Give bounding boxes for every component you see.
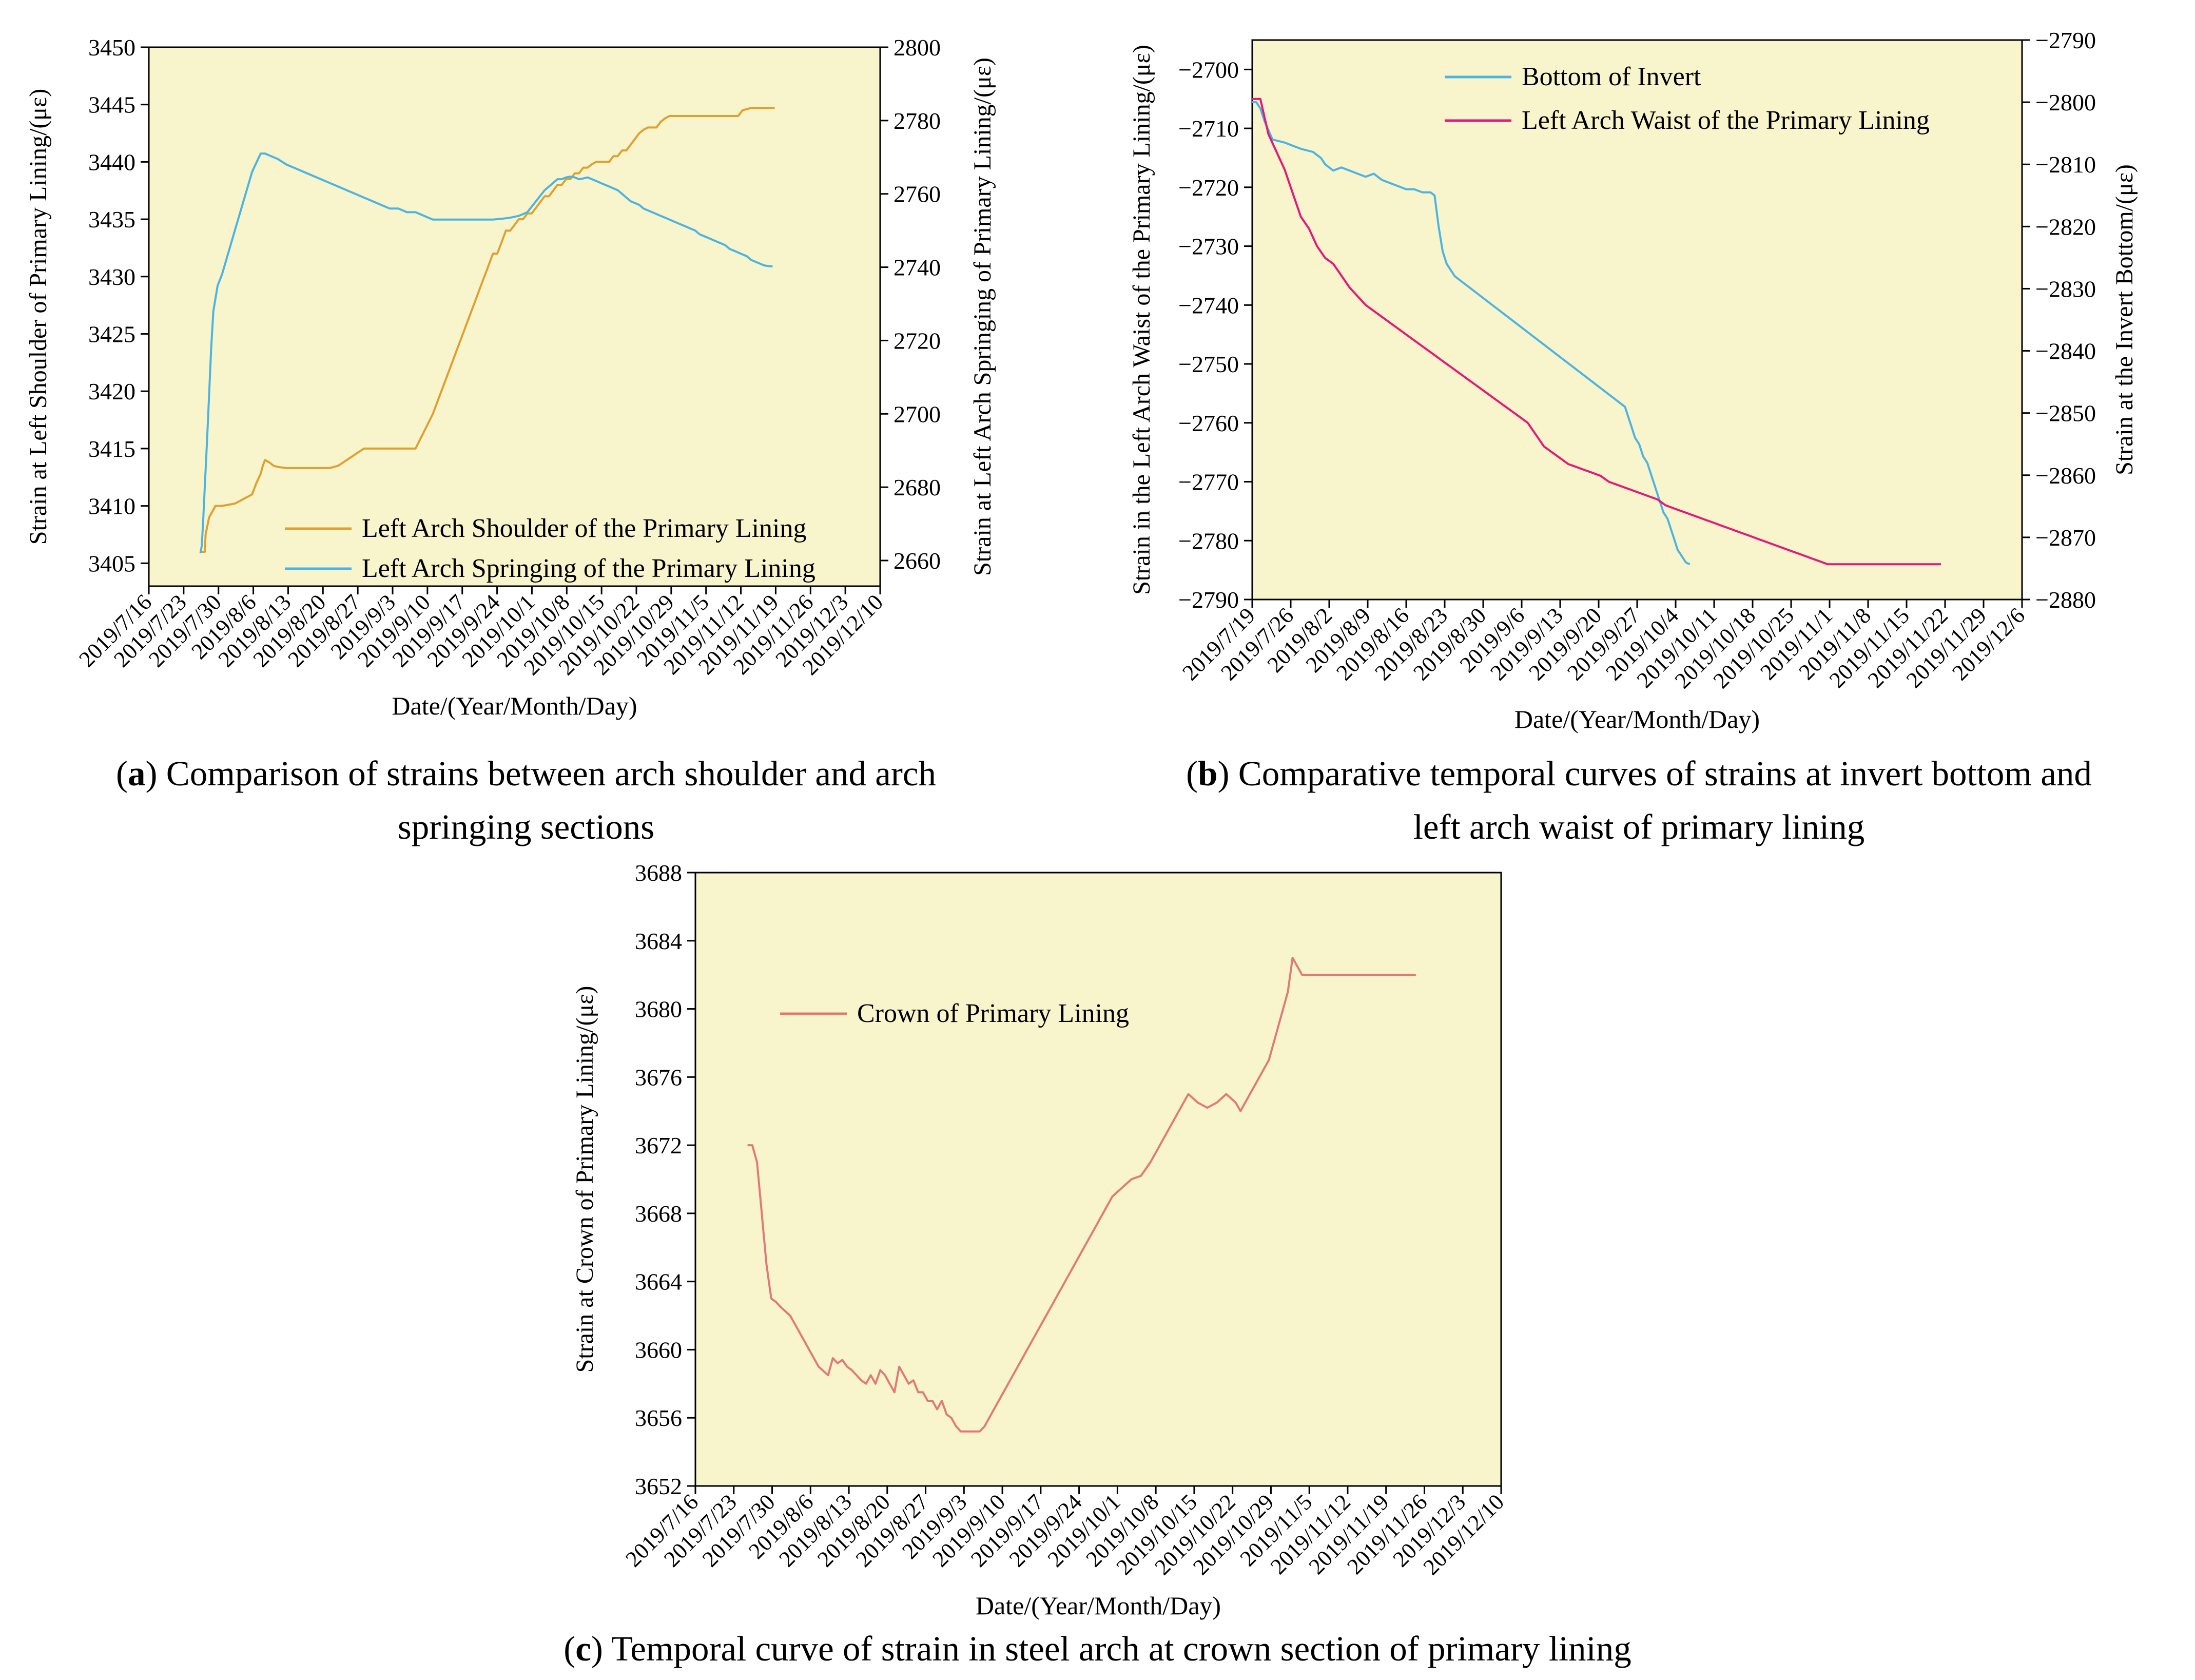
y-left-tick-label: 3425: [88, 321, 135, 347]
y-right-tick-label: 2780: [893, 108, 941, 134]
y-left-tick-label: −2770: [1178, 469, 1239, 495]
y-right-tick-label: −2830: [2035, 276, 2096, 302]
y-left-tick-label: 3445: [88, 92, 135, 118]
legend-label: Left Arch Waist of the Primary Lining: [1522, 106, 1930, 135]
y-left-tick-label: 3656: [635, 1405, 682, 1431]
y-left-tick-label: −2730: [1178, 234, 1239, 260]
x-axis-label: Date/(Year/Month/Day): [976, 1591, 1221, 1620]
y-right-tick-label: 2720: [893, 327, 941, 354]
y-right-tick-label: 2680: [893, 474, 941, 500]
y-left-tick-label: −2720: [1178, 175, 1239, 201]
plot-area: [1251, 39, 2023, 601]
y-left-axis-label: Strain at Left Shoulder of Primary Linin…: [25, 89, 52, 545]
caption-c: (c) Temporal curve of strain in steel ar…: [564, 1629, 1631, 1668]
chart-c: 3652 3656 3660 3664 3668 3672 3676 3680 3684 3688…: [571, 860, 1509, 1620]
y-right-tick-label: 2740: [893, 255, 941, 281]
y-left-tick-label: −2790: [1178, 587, 1239, 613]
y-left-tick-label: −2740: [1178, 292, 1239, 318]
y-right-tick-label: −2880: [2035, 587, 2096, 613]
y-right-tick-label: −2850: [2035, 400, 2096, 427]
chart-b: −2790 −2780 −2770 −2760 −2750 −2740 −2730 −2720…: [1128, 27, 2138, 733]
y-left-axis-label: Strain at Crown of Primary Lining/(με): [571, 986, 598, 1373]
y-right-tick-label: −2870: [2035, 525, 2096, 551]
y-left-axis-label: Strain in the Left Arch Waist of the Pri…: [1128, 45, 1155, 595]
y-left-tick-label: 3672: [635, 1132, 682, 1158]
y-left-tick-label: −2700: [1178, 56, 1239, 83]
y-right-tick-label: −2840: [2035, 338, 2096, 364]
plot-area: [694, 872, 1502, 1487]
y-right-axis-label: Strain at Left Arch Springing of Primary…: [969, 57, 996, 576]
y-right-tick-label: −2800: [2035, 89, 2096, 115]
y-right-tick-label: 2800: [893, 34, 941, 61]
y-right-tick-label: −2790: [2035, 27, 2096, 53]
y-left-tick-label: 3420: [88, 378, 135, 404]
y-left-tick-label: 3430: [88, 264, 135, 290]
y-left-tick-label: −2710: [1178, 115, 1239, 142]
chart-a: 3405 3410 3415 3420 3425 3430 3435 3440 3445 3450…: [25, 34, 996, 720]
series-line-0: [747, 957, 1416, 1433]
legend-label: Bottom of Invert: [1522, 62, 1701, 91]
series-line-1: [1252, 98, 1941, 566]
y-left-tick-label: 3676: [635, 1064, 682, 1090]
y-left-tick-label: 3405: [88, 550, 135, 576]
y-left-tick-label: 3435: [88, 206, 135, 233]
y-right-axis-label: Strain at the Invert Bottom/(με): [2111, 164, 2138, 475]
series-line-0: [1252, 101, 1691, 565]
y-left-tick-label: 3680: [635, 996, 682, 1022]
y-left-tick-label: 3652: [635, 1473, 682, 1499]
y-right-tick-label: 2700: [893, 401, 941, 427]
legend-label: Left Arch Shoulder of the Primary Lining: [362, 514, 806, 543]
y-right-tick-label: −2810: [2035, 151, 2096, 178]
plot-area: [148, 46, 881, 587]
y-left-tick-label: 3660: [635, 1337, 682, 1363]
y-left-tick-label: 3450: [88, 34, 135, 61]
legend-label: Left Arch Springing of the Primary Linin…: [362, 554, 815, 583]
y-right-tick-label: 2660: [893, 548, 941, 574]
x-axis-label: Date/(Year/Month/Day): [392, 691, 637, 720]
y-left-tick-label: −2750: [1178, 351, 1239, 377]
y-left-tick-label: −2780: [1178, 528, 1239, 554]
y-left-tick-label: −2760: [1178, 410, 1239, 436]
y-right-tick-label: −2860: [2035, 462, 2096, 489]
caption-b: (b) Comparative temporal curves of strai…: [1186, 754, 2092, 846]
series-line-1: [199, 152, 773, 554]
y-left-tick-label: 3440: [88, 149, 135, 175]
legend-label: Crown of Primary Lining: [857, 999, 1129, 1028]
y-right-tick-label: −2820: [2035, 214, 2096, 240]
series-line-0: [200, 107, 775, 553]
y-left-tick-label: 3664: [635, 1269, 682, 1295]
y-left-tick-label: 3684: [635, 928, 682, 954]
y-right-tick-label: 2760: [893, 181, 941, 207]
caption-a: (a) Comparison of strains between arch s…: [116, 754, 936, 846]
y-left-tick-label: 3688: [635, 860, 682, 886]
y-left-tick-label: 3415: [88, 436, 135, 462]
x-axis-label: Date/(Year/Month/Day): [1514, 705, 1760, 733]
y-left-tick-label: 3410: [88, 493, 135, 519]
y-left-tick-label: 3668: [635, 1201, 682, 1227]
